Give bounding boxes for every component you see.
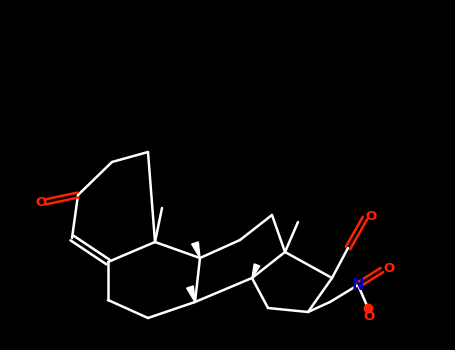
Text: O: O [365,210,377,223]
Text: O: O [384,261,394,274]
Text: N: N [352,278,364,293]
Polygon shape [187,286,195,302]
Polygon shape [192,242,200,258]
Polygon shape [252,264,260,278]
Text: O: O [364,310,374,323]
Text: O: O [35,196,46,209]
